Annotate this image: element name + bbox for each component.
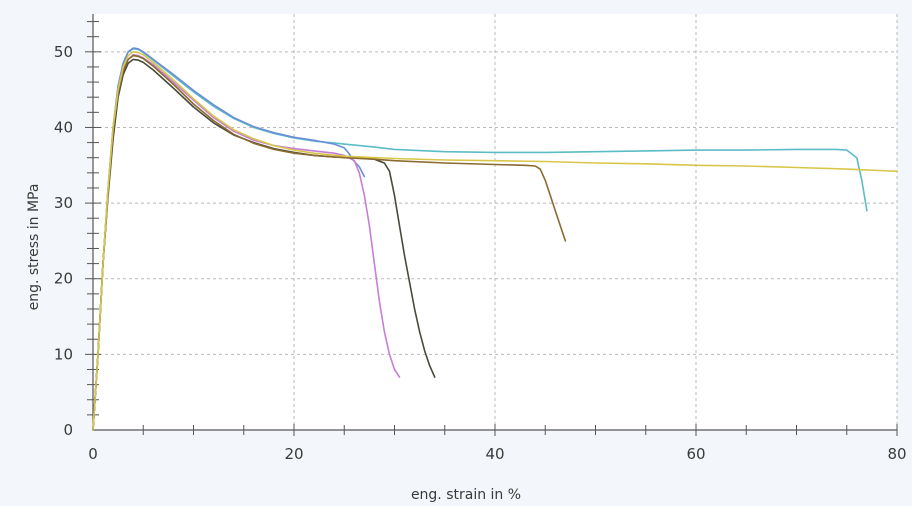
y-tick-label: 0 [63, 421, 73, 439]
y-axis-label: eng. stress in MPa [26, 184, 42, 311]
series-line-5 [92, 54, 567, 431]
y-tick-label: 20 [54, 270, 73, 288]
y-tick-label: 50 [54, 43, 73, 61]
series-line-6 [92, 50, 898, 431]
tick-label-layer: 0 20 40 60 80 0 10 20 30 40 50 [54, 43, 907, 463]
y-tick-label: 40 [54, 118, 73, 136]
x-tick-label: 20 [284, 445, 303, 463]
x-tick-label: 60 [686, 445, 705, 463]
x-tick-label: 80 [887, 445, 906, 463]
x-tick-label: 40 [485, 445, 504, 463]
axis-layer [85, 14, 898, 436]
x-tick-label: 0 [88, 445, 98, 463]
x-axis-label: eng. strain in % [411, 487, 521, 503]
y-tick-label: 10 [54, 345, 73, 363]
plot-area [93, 14, 897, 430]
series-layer [92, 47, 898, 431]
y-tick-label: 30 [54, 194, 73, 212]
